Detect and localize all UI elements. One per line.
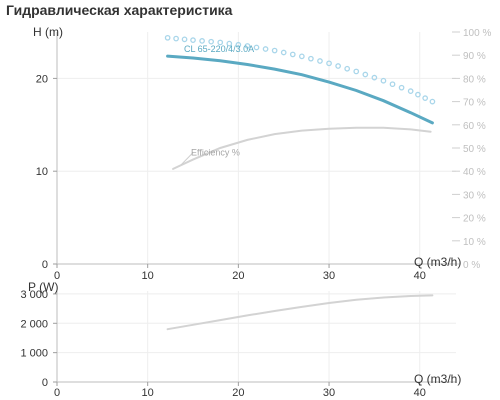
top-x-tick-label-3: 30 <box>323 270 335 282</box>
series-1-dot-6-1 <box>335 63 341 69</box>
series-1-point-9 <box>407 88 414 95</box>
top-y2-tick-label-5: 50 % <box>463 144 486 155</box>
bottom-x-ticks: 0 10 20 30 40 <box>54 382 426 399</box>
series-1-point-1 <box>190 37 196 43</box>
top-y-tick-label-1: 10 <box>36 166 48 178</box>
top-y2-tick-label-8: 80 % <box>463 74 486 85</box>
series-1-point-2 <box>217 39 224 46</box>
bottom-y-tick-label-0: 0 <box>42 377 48 389</box>
series-1-point-0 <box>164 34 171 41</box>
top-y-tick-label-2: 20 <box>36 73 48 85</box>
bottom-y-tick-label-3: 3 000 <box>20 289 48 301</box>
top-y2-tick-label-0: 0 % <box>463 260 480 271</box>
series-1-dot-6-2 <box>344 65 351 72</box>
top-x-tick-label-2: 20 <box>232 270 244 282</box>
top-x-axis-label: Q (m3/h) <box>414 255 461 269</box>
top-y2-tick-label-2: 20 % <box>463 214 486 225</box>
series-1-dot-2-2 <box>235 41 242 48</box>
bottom-y-tick-label-2: 2 000 <box>20 318 48 330</box>
series-1-point-10 <box>429 98 436 105</box>
series-1-dot-5-1 <box>308 55 314 62</box>
series-1-point-6 <box>326 60 332 67</box>
top-y2-tick-label-7: 70 % <box>463 98 486 109</box>
top-y2-tick-label-4: 40 % <box>463 167 486 178</box>
top-x-tick-label-1: 10 <box>142 270 154 282</box>
bottom-y-ticks: 0 1 000 2 000 3 000 <box>20 289 57 389</box>
bottom-chart-grid <box>57 291 456 382</box>
bottom-series <box>166 294 434 331</box>
bottom-x-tick-label-4: 40 <box>414 387 426 399</box>
series-1-dot-1-2 <box>208 38 215 45</box>
bottom-y-tick-label-1: 1 000 <box>20 348 48 360</box>
top-x-tick-label-4: 40 <box>414 270 426 282</box>
series-1-dot-9-2 <box>422 95 429 101</box>
top-y2-tick-label-1: 10 % <box>463 237 486 248</box>
top-y2-tick-label-9: 90 % <box>463 51 486 62</box>
series-1-dot-3-2 <box>262 46 269 52</box>
series-1-dot-9-1 <box>415 91 421 98</box>
bottom-y-axis-label: P (W) <box>28 280 58 294</box>
series-1-dot-0-2 <box>181 36 188 43</box>
efficiency-label-leader <box>180 152 194 166</box>
power-series-0-line <box>166 294 434 331</box>
series-1-point-4 <box>271 47 278 54</box>
top-x-ticks: 0 10 20 30 40 <box>54 264 426 282</box>
series-1-dot-8-1 <box>389 81 396 88</box>
top-y2-tick-label-3: 30 % <box>463 190 486 201</box>
series-1-dot-7-1 <box>362 71 369 78</box>
bottom-x-tick-label-2: 20 <box>232 387 244 399</box>
series-1-point-7 <box>353 68 360 75</box>
series-1-dot-4-1 <box>280 49 287 56</box>
top-x-tick-label-0: 0 <box>54 270 60 282</box>
series-1-dot-5-2 <box>317 58 323 64</box>
series-1-dot-0-1 <box>173 35 179 42</box>
top-y2-ticks: 0 % 10 % 20 % 30 % 40 % 50 % 60 % 70 % 80 % 90 % 1… <box>452 28 491 271</box>
series-label-pump: CL 65-220/4/3.0A <box>184 44 254 54</box>
series-1-point-3 <box>244 43 251 49</box>
bottom-x-axis-label: Q (m3/h) <box>414 372 461 386</box>
series-1-dot-2-1 <box>226 40 233 47</box>
series-label-efficiency: Efficiency % <box>191 148 240 158</box>
page-title: Гидравлическая характеристика <box>6 2 233 18</box>
series-1-dot-7-2 <box>371 74 378 81</box>
top-chart-grid <box>57 32 456 264</box>
series-1-dot-3-1 <box>253 44 260 51</box>
top-series <box>164 34 436 170</box>
top-y2-tick-label-10: 100 % <box>463 28 491 39</box>
top-y2-tick-label-6: 60 % <box>463 121 486 132</box>
series-2-line <box>172 126 432 170</box>
top-y-ticks: 0 10 20 <box>36 73 57 271</box>
series-1-dot-1-1 <box>199 38 205 44</box>
bottom-x-tick-label-1: 10 <box>142 387 154 399</box>
top-y-tick-label-0: 0 <box>42 259 48 271</box>
bottom-x-tick-label-3: 30 <box>323 387 335 399</box>
series-1-point-8 <box>380 77 387 84</box>
series-1-point-5 <box>298 53 305 60</box>
bottom-x-tick-label-0: 0 <box>54 387 60 399</box>
series-1-dot-4-2 <box>289 51 296 58</box>
series-0-line <box>166 54 434 125</box>
top-y-axis-label: H (m) <box>33 25 63 39</box>
series-1-dot-8-2 <box>398 84 405 91</box>
